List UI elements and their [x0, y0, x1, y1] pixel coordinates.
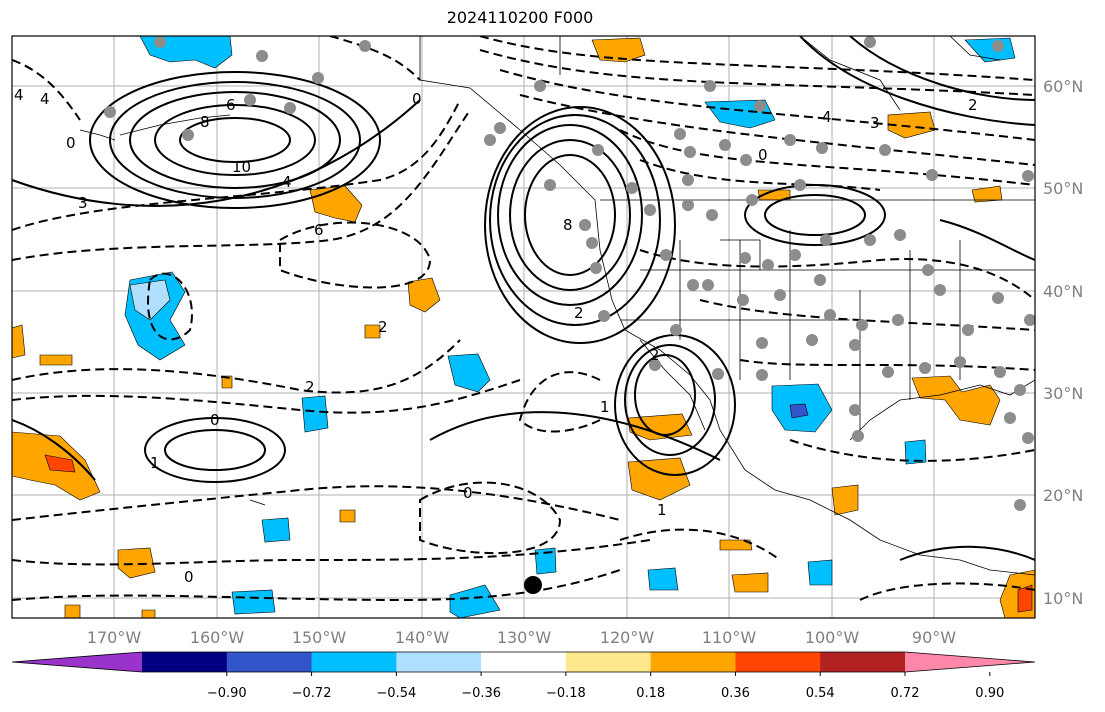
colorbar: [11, 651, 1036, 676]
lon-label: 110°W: [702, 628, 757, 647]
contour-label: 1: [657, 501, 667, 519]
latitude-labels: 60°N 50°N 40°N 30°N 20°N 10°N: [1043, 77, 1083, 608]
contour-label: 8: [200, 113, 210, 131]
contour-label: 3: [78, 194, 88, 212]
map-content: 10 8 6 4 0 3 8 2 0 1 0 2 1 0 2 6 4 2 4 3…: [12, 36, 1035, 618]
contour-label: 0: [758, 146, 768, 164]
lon-label: 140°W: [395, 628, 450, 647]
colorbar-tick-label: 0.72: [891, 686, 920, 701]
colorbar-tick-label: −0.90: [207, 686, 247, 701]
lat-label: 50°N: [1043, 179, 1083, 198]
contour-label: 0: [412, 90, 422, 108]
contour-label: 4: [822, 108, 832, 126]
colorbar-tick-label: 0.54: [806, 686, 835, 701]
station-dots: [104, 36, 1035, 511]
colorbar-segment: [142, 652, 228, 672]
contour-labels: 10 8 6 4 0 3 8 2 0 1 0 2 1 0 2 6 4 2 4 3…: [14, 86, 978, 586]
colorbar-tick-label: 0.90: [975, 686, 1004, 701]
contour-label: 0: [210, 411, 220, 429]
colorbar-tick-label: 0.18: [636, 686, 665, 701]
colorbar-segment: [820, 652, 906, 672]
contour-label: 4: [14, 86, 24, 104]
lat-label: 10°N: [1043, 589, 1083, 608]
colorbar-segment: [565, 652, 652, 672]
solid-contours: [12, 36, 1035, 561]
lon-label: 160°W: [190, 628, 245, 647]
black-marker: [524, 576, 542, 594]
contour-label: 0: [184, 568, 194, 586]
contour-label: 3: [870, 114, 880, 132]
lon-label: 100°W: [805, 628, 860, 647]
map-title: 2024110200 F000: [446, 8, 594, 27]
contour-label: 1: [600, 398, 610, 416]
lat-label: 30°N: [1043, 384, 1083, 403]
colorbar-segment: [226, 652, 313, 672]
lon-label: 130°W: [497, 628, 552, 647]
lat-label: 20°N: [1043, 486, 1083, 505]
lon-label: 170°W: [87, 628, 142, 647]
contour-label: 4: [40, 90, 50, 108]
contour-label: 0: [463, 484, 473, 502]
colorbar-segment: [311, 652, 397, 672]
longitude-labels: 170°W 160°W 150°W 140°W 130°W 120°W 110°…: [87, 628, 956, 647]
lat-label: 60°N: [1043, 77, 1083, 96]
map-frame: [11, 35, 1036, 619]
colorbar-segment: [396, 652, 482, 672]
contour-label: 0: [66, 134, 76, 152]
contour-label: 2: [378, 318, 388, 336]
colorbar-labels: −0.90 −0.72 −0.54 −0.36 −0.18 0.18 0.36 0.54 0.7…: [207, 686, 1004, 701]
lat-label: 40°N: [1043, 282, 1083, 301]
contour-label: 8: [563, 216, 573, 234]
colorbar-outline: [11, 651, 1036, 673]
lon-label: 90°W: [912, 628, 956, 647]
shaded-regions: [12, 36, 1035, 618]
colorbar-tick-label: 0.36: [721, 686, 750, 701]
colorbar-extension-low: [12, 652, 142, 672]
lon-label: 150°W: [292, 628, 347, 647]
contour-label: 2: [968, 96, 978, 114]
coastlines: [79, 36, 1035, 576]
lon-label: 120°W: [600, 628, 655, 647]
contour-label: 2: [305, 378, 315, 396]
colorbar-segment: [735, 652, 821, 672]
colorbar-tick-label: −0.54: [376, 686, 416, 701]
colorbar-segment: [650, 652, 736, 672]
colorbar-tick-label: −0.36: [461, 686, 501, 701]
dashed-contours: [12, 36, 1035, 602]
colorbar-extension-high: [905, 652, 1035, 672]
contour-label: 1: [150, 454, 160, 472]
colorbar-tick-label: −0.18: [546, 686, 586, 701]
contour-label: 10: [232, 158, 251, 176]
contour-label: 6: [314, 221, 324, 239]
colorbar-tick-label: −0.72: [292, 686, 332, 701]
contour-label: 6: [226, 96, 236, 114]
colorbar-segment: [481, 652, 567, 672]
contour-label: 2: [650, 346, 660, 364]
contour-label: 2: [574, 304, 584, 322]
contour-label: 4: [282, 173, 292, 191]
